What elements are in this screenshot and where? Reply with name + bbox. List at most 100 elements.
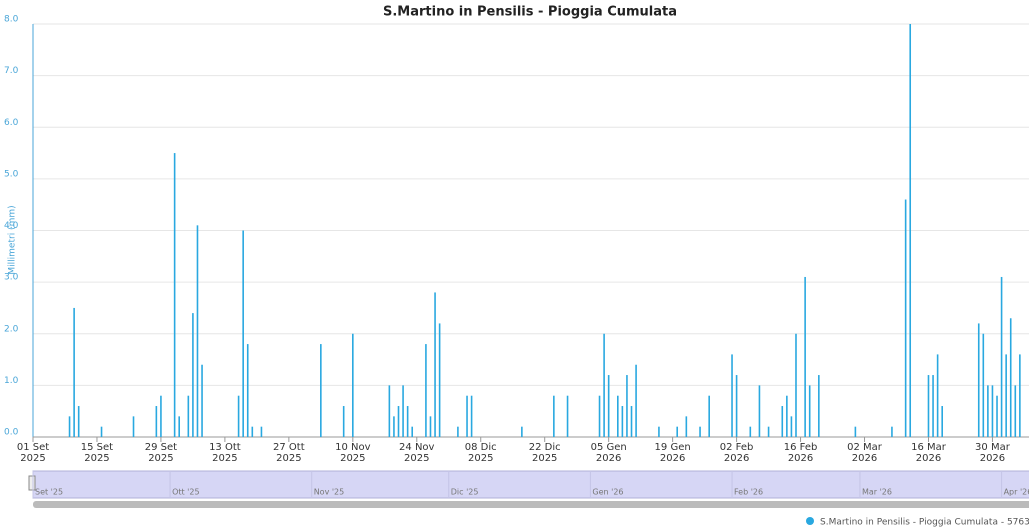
bar [251,426,254,437]
navigator-label: Nov '25 [314,488,345,497]
x-tick-label: 02 Feb 2026 [719,442,754,464]
bar [352,333,354,437]
x-tick-label: 16 Mar 2026 [911,442,946,464]
bar [173,153,176,437]
bar [1000,276,1003,437]
bar [854,426,857,437]
bar [735,375,738,437]
navigator-label: Apr '26 [1004,488,1029,497]
x-tick-label: 10 Nov 2025 [335,442,371,464]
bar [795,333,797,437]
bar [987,385,989,437]
bar [781,406,784,437]
bar [626,375,628,437]
y-tick-label: 1.0 [4,376,19,386]
navigator-handle[interactable] [28,475,36,491]
bar [246,344,249,437]
navigator-label: Gen '26 [592,488,623,497]
bar [749,426,752,437]
y-tick-label: 8.0 [4,15,19,25]
navigator-label: Set '25 [35,488,63,497]
navigator-label: Ott '25 [172,488,200,497]
bar [909,24,912,437]
navigator-label: Mar '26 [862,488,892,497]
bar [808,385,811,437]
bar [201,364,203,437]
bar [936,354,939,437]
bar [260,426,263,437]
bar [132,416,135,437]
bar [342,406,345,437]
x-tick-label: 27 Ott 2025 [273,442,305,464]
bar [708,395,710,437]
navigator-label: Feb '26 [734,488,763,497]
y-tick-label: 2.0 [4,324,19,334]
bar [767,426,770,437]
bar [598,395,601,437]
bar [242,230,244,437]
bar [438,323,441,437]
bar [1014,385,1017,437]
bar [100,426,103,437]
bar [676,426,679,437]
bar [393,416,395,437]
bar [635,364,637,437]
x-tick-label: 30 Mar 2026 [975,442,1010,464]
bar [658,426,660,437]
bar [927,375,930,437]
x-tick-label: 15 Set 2025 [80,442,114,464]
bar [790,416,793,437]
x-tick-label: 24 Nov 2025 [399,442,435,464]
bar [932,375,934,437]
bar [155,406,158,437]
legend-label: S.Martino in Pensilis - Pioggia Cumulata… [820,518,1029,528]
y-tick-label: 5.0 [4,169,19,179]
bar [466,395,468,437]
bar [237,395,240,437]
x-tick-label: 19 Gen 2026 [654,442,691,464]
bar [731,354,733,437]
bar [521,426,523,437]
x-tick-label: 16 Feb 2026 [783,442,818,464]
bar [411,426,414,437]
bar [977,323,980,437]
bar [425,344,427,437]
bar [603,333,605,437]
bar [982,333,985,437]
bar [73,307,75,437]
bar [699,426,701,437]
bar [617,395,619,437]
bar [818,375,820,437]
bar [429,416,432,437]
x-tick-label: 02 Mar 2026 [847,442,882,464]
bar [891,426,893,437]
y-tick-label: 6.0 [4,118,19,128]
bar [406,406,409,437]
bar [1009,318,1012,437]
bar [187,395,190,437]
bar [630,406,633,437]
scrollbar[interactable] [33,501,1029,508]
x-tick-label: 13 Ott 2025 [209,442,241,464]
y-tick-label: 0.0 [4,428,19,438]
bar [196,225,199,437]
x-tick-label: 08 Dic 2025 [464,442,497,464]
x-tick-label: 22 Dic 2025 [528,442,561,464]
bar [1005,354,1007,437]
x-tick-label: 05 Gen 2026 [590,442,627,464]
bar [192,313,194,437]
bar [434,292,436,437]
bar [388,385,391,437]
bar [178,416,181,437]
y-tick-label: 3.0 [4,273,19,283]
bar [457,426,459,437]
bar [320,344,322,437]
navigator-label: Dic '25 [451,488,479,497]
bar [1019,354,1021,437]
bar [470,395,473,437]
bar [758,385,761,437]
bar [77,406,80,437]
bar [397,406,400,437]
